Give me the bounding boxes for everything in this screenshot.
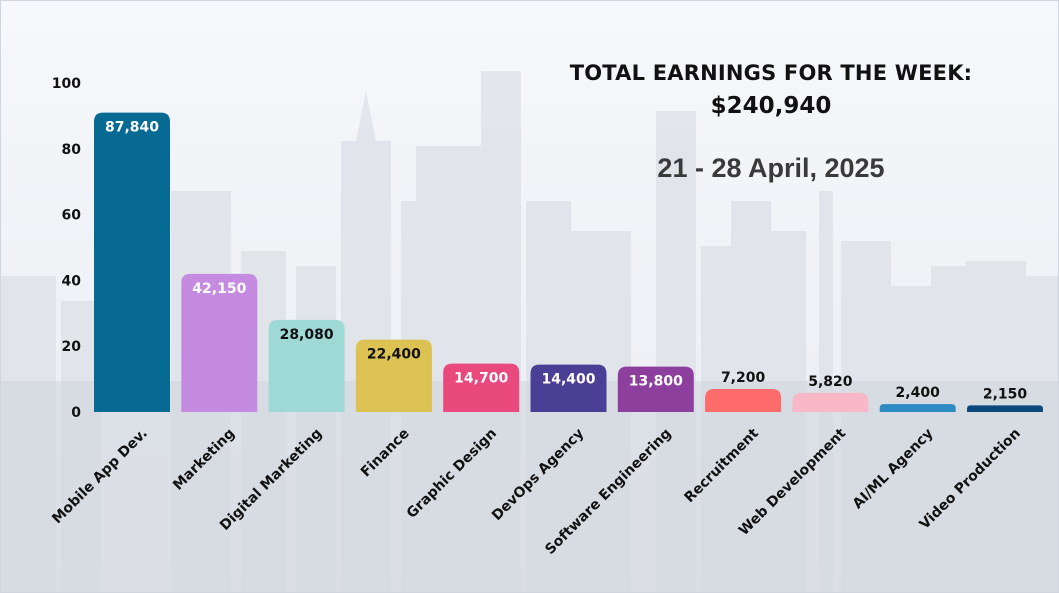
y-tick-label: 40 (62, 273, 82, 289)
bar-value-label: 5,820 (808, 374, 853, 390)
bar (181, 273, 258, 412)
bar (792, 392, 869, 412)
y-tick-label: 20 (62, 339, 82, 355)
bar-value-label: 13,800 (629, 374, 683, 390)
chart-title: TOTAL EARNINGS FOR THE WEEK: $240,940 (521, 61, 1021, 119)
category-label: DevOps Agency (489, 426, 587, 524)
bar-value-label: 14,400 (541, 372, 595, 388)
bar (268, 319, 345, 412)
category-label: AI/ML Agency (850, 426, 937, 513)
bar-value-labels: 87,840 42,150 28,080 22,400 14,700 14,400 13,8… (105, 120, 1027, 403)
bar-value-label: 2,150 (983, 386, 1028, 402)
title-line-1: TOTAL EARNINGS FOR THE WEEK: (569, 61, 973, 85)
bar (879, 404, 956, 412)
bar (530, 364, 607, 412)
y-tick-label: 0 (71, 405, 81, 421)
category-label: Recruitment (682, 425, 763, 506)
category-label: Marketing (170, 426, 238, 494)
category-label: Mobile App Dev. (49, 426, 151, 528)
bar-value-label: 14,700 (454, 371, 508, 387)
bar (443, 363, 520, 412)
bar (705, 388, 782, 412)
y-tick-label: 100 (52, 76, 81, 92)
bar (967, 405, 1043, 412)
bars (94, 112, 1043, 413)
bar-value-label: 7,200 (721, 370, 766, 386)
y-tick-label: 80 (62, 142, 82, 158)
category-label: Digital Marketing (217, 426, 325, 534)
y-axis: 100 80 60 40 20 0 (52, 76, 81, 421)
bar-value-label: 28,080 (280, 327, 334, 343)
bar (355, 339, 432, 412)
bar-value-label: 87,840 (105, 120, 159, 136)
total-earnings-value: $240,940 (710, 93, 832, 119)
category-label: Video Production (917, 426, 1024, 533)
category-label: Graphic Design (404, 426, 500, 522)
bar-value-label: 22,400 (367, 347, 421, 363)
date-range: 21 - 28 April, 2025 (657, 153, 885, 183)
category-label: Finance (358, 426, 413, 481)
bar (617, 366, 694, 412)
bar-value-label: 42,150 (192, 281, 246, 297)
y-tick-label: 60 (62, 208, 82, 224)
bar (94, 112, 170, 413)
bar-value-label: 2,400 (896, 385, 941, 401)
